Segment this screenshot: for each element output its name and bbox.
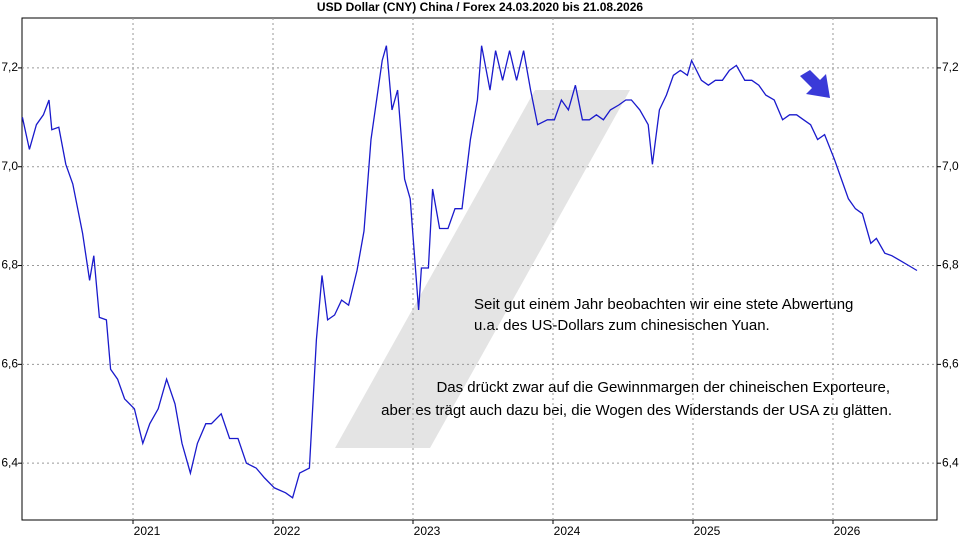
y-tick-label-right: 7,0 [942, 159, 959, 173]
y-tick-label: 6,8 [1, 258, 18, 272]
arrow-icon [800, 70, 830, 98]
y-tick-label: 7,2 [1, 60, 18, 74]
x-tick-label: 2024 [554, 524, 581, 538]
y-tick-label-right: 7,2 [942, 60, 959, 74]
x-tick-label: 2026 [834, 524, 861, 538]
y-tick-label-right: 6,4 [942, 455, 959, 469]
x-tick-label: 2025 [694, 524, 721, 538]
x-tick-label: 2023 [414, 524, 441, 538]
y-tick-label: 6,4 [1, 455, 18, 469]
annotation: u.a. des US-Dollars zum chinesischen Yua… [474, 317, 770, 334]
annotation: Das drückt zwar auf die Gewinnmargen der… [436, 379, 890, 396]
x-tick-label: 2021 [134, 524, 161, 538]
y-tick-label: 7,0 [1, 159, 18, 173]
plot-frame [21, 17, 938, 521]
watermark [335, 90, 630, 448]
price-line [21, 45, 918, 499]
y-tick-label: 6,6 [1, 357, 18, 371]
chart-title: USD Dollar (CNY) China / Forex 24.03.202… [317, 0, 643, 14]
annotation: Seit gut einem Jahr beobachten wir eine … [474, 296, 853, 313]
x-tick-label: 2022 [274, 524, 301, 538]
y-tick-label-right: 6,6 [942, 357, 959, 371]
y-tick-label-right: 6,8 [942, 258, 959, 272]
annotation: aber es trägt auch dazu bei, die Wogen d… [381, 402, 892, 419]
